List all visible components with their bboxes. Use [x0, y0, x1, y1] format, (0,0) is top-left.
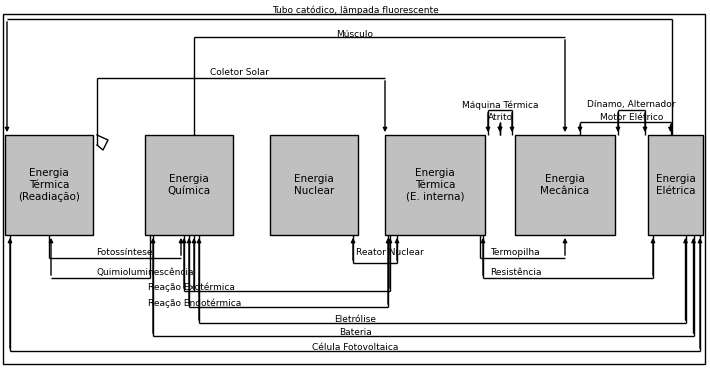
Text: Músculo: Músculo: [337, 30, 373, 39]
Text: Fotossíntese: Fotossíntese: [96, 248, 153, 257]
Text: Bateria: Bateria: [339, 328, 371, 337]
Bar: [648, 135, 703, 235]
Bar: [515, 135, 615, 235]
Text: Energia
Nuclear: Energia Nuclear: [294, 174, 334, 196]
Text: Quimioluminescência: Quimioluminescência: [96, 268, 194, 277]
Text: Reação Exotérmica: Reação Exotérmica: [148, 282, 235, 292]
Text: Eletrólise: Eletrólise: [334, 315, 376, 324]
Text: Motor Elétrico: Motor Elétrico: [600, 113, 663, 122]
Text: Coletor Solar: Coletor Solar: [210, 68, 269, 77]
Text: Energia
Térmica
(E. interna): Energia Térmica (E. interna): [405, 169, 464, 202]
Text: Tubo catódico, lâmpada fluorescente: Tubo catódico, lâmpada fluorescente: [272, 5, 438, 15]
Bar: [385, 135, 485, 235]
Text: Energia
Elétrica: Energia Elétrica: [655, 174, 695, 196]
Text: Energia
Térmica
(Readiação): Energia Térmica (Readiação): [18, 169, 80, 202]
Text: Reação Endotérmica: Reação Endotérmica: [148, 298, 241, 308]
Bar: [5, 135, 93, 235]
Text: Máquina Térmica: Máquina Térmica: [462, 100, 538, 109]
Text: Resistência: Resistência: [490, 268, 542, 277]
Bar: [145, 135, 233, 235]
Text: Energia
Mecânica: Energia Mecânica: [540, 174, 589, 196]
Bar: [270, 135, 358, 235]
Text: Reator Nuclear: Reator Nuclear: [356, 248, 424, 257]
Text: Termopilha: Termopilha: [490, 248, 540, 257]
Text: Atrito: Atrito: [488, 113, 513, 122]
Text: Dínamo, Alternador: Dínamo, Alternador: [587, 100, 676, 109]
Text: Célula Fotovoltaica: Célula Fotovoltaica: [312, 343, 398, 352]
Text: Energia
Química: Energia Química: [168, 174, 211, 196]
